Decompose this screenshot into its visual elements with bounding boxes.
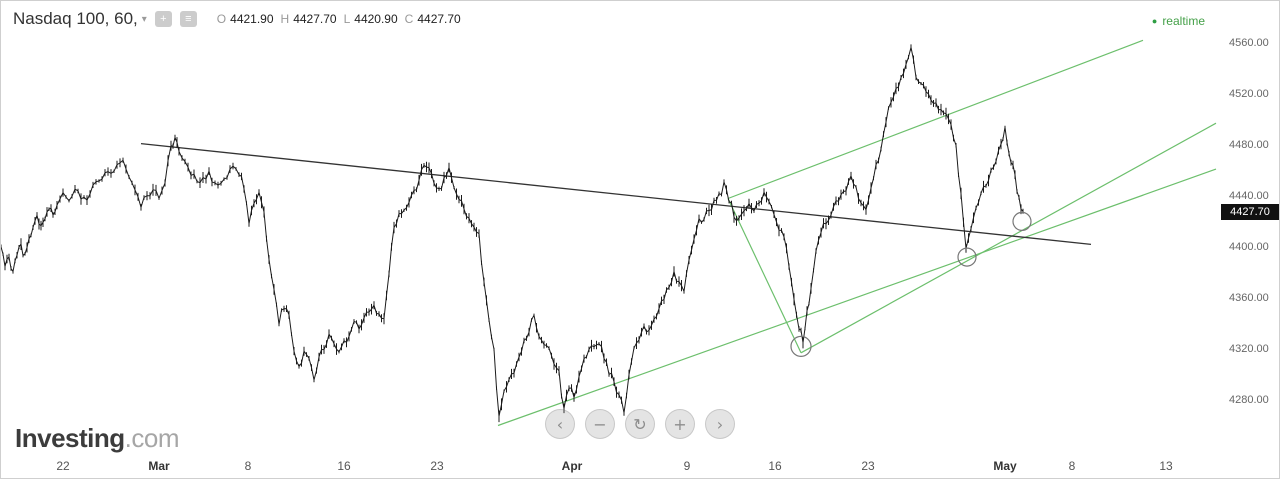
time-tick-label: 16: [337, 459, 351, 473]
chart-settings-icon[interactable]: ≡: [179, 11, 197, 27]
compare-icon[interactable]: +: [154, 11, 172, 27]
price-tick-label: 4520.00: [1229, 87, 1269, 100]
price-axis[interactable]: 4560.00 4520.00 4480.00 4440.00 4400.00 4360.…: [1221, 1, 1279, 456]
price-tick-label: 4360.00: [1229, 291, 1269, 304]
time-tick-label: May: [993, 459, 1017, 473]
price-tick-label: 4440.00: [1229, 189, 1269, 202]
time-tick-label: 23: [861, 459, 875, 473]
ohlc-l-value: 4420.90: [354, 12, 398, 26]
time-tick-label: 8: [1068, 459, 1076, 473]
pan-left-button[interactable]: ‹: [545, 409, 575, 439]
time-tick-label: Mar: [148, 459, 170, 473]
realtime-dot-icon: ●: [1151, 16, 1158, 26]
pivot-circle-marker[interactable]: [790, 335, 812, 357]
ohlc-o-value: 4421.90: [230, 12, 274, 26]
chart-header: Nasdaq 100, 60, ▾ + ≡ O 4421.90 H 4427.70 L 4…: [13, 9, 461, 29]
ohlc-legend: O 4421.90 H 4427.70 L 4420.90 C 4427.70: [217, 12, 461, 26]
ohlc-o-label: O: [216, 12, 227, 26]
symbol-title: Nasdaq 100, 60,: [13, 9, 138, 28]
time-tick-label: 16: [768, 459, 782, 473]
ohlc-l-label: L: [343, 12, 351, 26]
price-tick-label: 4400.00: [1229, 240, 1269, 253]
realtime-indicator: ● realtime: [1152, 14, 1205, 28]
ohlc-c-value: 4427.70: [417, 12, 461, 26]
pivot-circle-marker[interactable]: [957, 247, 977, 267]
time-axis[interactable]: 22 Mar 8 16 23 Apr 9 16 23 May 8 13: [1, 454, 1221, 478]
price-tick-label: 4480.00: [1229, 138, 1269, 151]
symbol-dropdown-icon[interactable]: ▾: [141, 13, 147, 25]
time-tick-label: 8: [244, 459, 252, 473]
ohlc-c-label: C: [404, 12, 414, 26]
price-tick-label: 4320.00: [1229, 342, 1269, 355]
zoom-in-button[interactable]: +: [665, 409, 695, 439]
candle-bars: [1, 44, 1024, 423]
ohlc-h-value: 4427.70: [293, 12, 337, 26]
channel-line[interactable]: [727, 39, 1144, 200]
channel-line[interactable]: [727, 198, 802, 354]
zoom-out-button[interactable]: −: [585, 409, 615, 439]
ohlc-h-label: H: [280, 12, 290, 26]
trendline[interactable]: [140, 142, 1092, 246]
pan-right-button[interactable]: ›: [705, 409, 735, 439]
last-price-badge: 4427.70: [1221, 203, 1279, 220]
reset-view-button[interactable]: ↻: [625, 409, 655, 439]
investing-logo: Investing.com: [15, 423, 179, 454]
logo-tld-text: .com: [124, 423, 180, 453]
time-tick-label: Apr: [561, 459, 583, 473]
price-tick-label: 4280.00: [1229, 393, 1269, 406]
price-tick-label: 4560.00: [1229, 36, 1269, 49]
chart-nav-controls: ‹ − ↻ + ›: [545, 409, 735, 439]
pivot-circle-marker[interactable]: [1012, 211, 1032, 231]
time-tick-label: 9: [683, 459, 691, 473]
price-series: [1, 47, 1024, 417]
time-tick-label: 23: [430, 459, 444, 473]
time-tick-label: 13: [1159, 459, 1173, 473]
realtime-label: realtime: [1162, 14, 1205, 28]
time-tick-label: 22: [56, 459, 70, 473]
logo-brand-text: Investing: [15, 423, 125, 453]
channel-line[interactable]: [497, 168, 1217, 427]
channel-line[interactable]: [800, 122, 1217, 354]
